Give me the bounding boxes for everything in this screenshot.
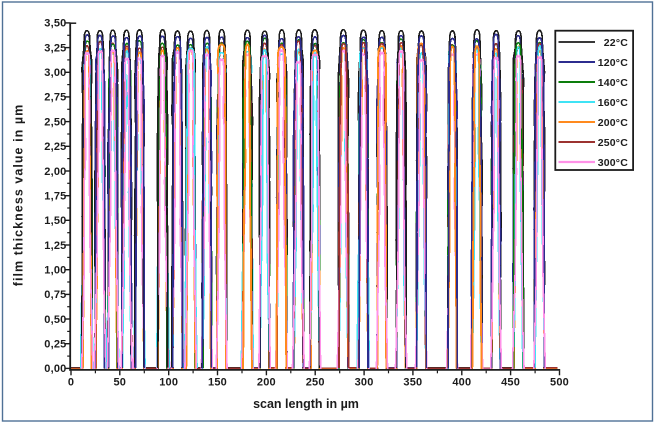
svg-text:160°C: 160°C [598, 97, 629, 109]
svg-text:1,00: 1,00 [44, 265, 66, 277]
svg-text:0,50: 0,50 [44, 314, 66, 326]
svg-text:0,00: 0,00 [44, 363, 66, 375]
svg-text:2,25: 2,25 [44, 141, 66, 153]
svg-text:2,00: 2,00 [44, 166, 66, 178]
svg-text:3,00: 3,00 [44, 67, 66, 79]
svg-text:3,25: 3,25 [44, 42, 66, 54]
svg-text:1,75: 1,75 [44, 191, 66, 203]
svg-text:450: 450 [501, 377, 520, 389]
svg-text:500: 500 [550, 377, 569, 389]
svg-text:2,75: 2,75 [44, 92, 66, 104]
svg-text:250: 250 [306, 377, 325, 389]
svg-text:3,50: 3,50 [44, 18, 66, 30]
svg-text:250°C: 250°C [598, 137, 629, 149]
svg-text:300: 300 [355, 377, 374, 389]
svg-text:400: 400 [452, 377, 471, 389]
svg-text:1,25: 1,25 [44, 240, 66, 252]
svg-text:0: 0 [68, 377, 74, 389]
svg-text:50: 50 [113, 377, 126, 389]
svg-text:0,25: 0,25 [44, 339, 66, 351]
svg-text:200°C: 200°C [598, 117, 629, 129]
svg-text:150: 150 [208, 377, 227, 389]
svg-text:0,75: 0,75 [44, 289, 66, 301]
svg-text:scan length in µm: scan length in µm [253, 397, 359, 411]
svg-text:140°C: 140°C [598, 77, 629, 89]
svg-text:120°C: 120°C [598, 57, 629, 69]
svg-text:100: 100 [159, 377, 178, 389]
svg-text:1,50: 1,50 [44, 215, 66, 227]
svg-text:22°C: 22°C [604, 37, 628, 49]
svg-text:2,50: 2,50 [44, 116, 66, 128]
svg-text:200: 200 [257, 377, 276, 389]
svg-text:300°C: 300°C [598, 157, 629, 169]
svg-text:350: 350 [403, 377, 422, 389]
svg-text:film thickness value in µm: film thickness value in µm [12, 104, 26, 286]
